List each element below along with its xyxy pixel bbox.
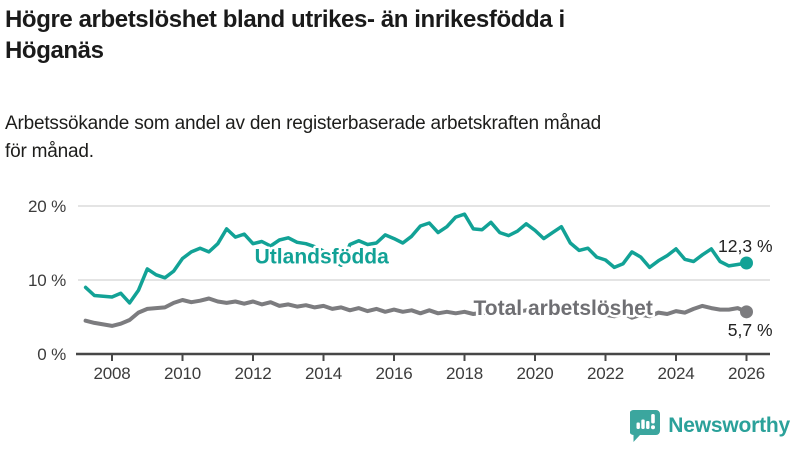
- y-tick-label: 20 %: [28, 197, 66, 216]
- newsworthy-icon: [630, 410, 661, 442]
- x-tick-label: 2010: [164, 364, 201, 383]
- series-label: Utlandsfödda: [255, 246, 389, 269]
- chart-subtitle-line-2: för månad.: [5, 141, 94, 162]
- chart-subtitle: Arbetssökande som andel av den registerb…: [5, 110, 785, 166]
- chart-title-line-2: Höganäs: [5, 37, 104, 64]
- x-tick-label: 2022: [587, 364, 624, 383]
- x-tick-label: 2020: [516, 364, 553, 383]
- exclamation-dot: [651, 425, 656, 430]
- chart-title-line-1: Högre arbetslöshet bland utrikes- än inr…: [5, 6, 565, 33]
- exclamation-bar: [651, 414, 656, 424]
- x-tick-label: 2016: [375, 364, 412, 383]
- chart-subtitle-line-1: Arbetssökande som andel av den registerb…: [5, 113, 602, 134]
- series-line: [83, 296, 749, 328]
- x-tick-label: 2018: [446, 364, 483, 383]
- line-chart: 0 % 10 % 20 % 2008 2010 2012 2014 2016 2018 2020 2…: [0, 182, 800, 397]
- y-tick-label: 0 %: [37, 345, 66, 364]
- newsworthy-logo: Newsworthy: [630, 409, 790, 443]
- end-value-label: 12,3 %: [718, 236, 772, 256]
- line-chart-svg: 0 % 10 % 20 % 2008 2010 2012 2014 2016 2018 2020 2…: [28, 197, 773, 383]
- speech-bubble-shape: [630, 410, 661, 442]
- series-end-dot: [740, 256, 753, 270]
- x-tick-label: 2024: [657, 364, 694, 383]
- bar-chart-glyph: [636, 414, 656, 430]
- y-tick-label: 10 %: [28, 271, 66, 290]
- brand-name: Newsworthy: [668, 414, 790, 437]
- end-value-label: 5,7 %: [728, 320, 773, 340]
- series-line: [83, 212, 749, 305]
- series-label: Total arbetslöshet: [474, 297, 653, 320]
- x-tick-label: 2014: [305, 364, 342, 383]
- x-tick-label: 2012: [234, 364, 271, 383]
- series-end-dot: [740, 305, 753, 319]
- x-tick-label: 2026: [728, 364, 765, 383]
- x-tick-label: 2008: [93, 364, 130, 383]
- chart-title: Högre arbetslöshet bland utrikes- än inr…: [5, 4, 785, 66]
